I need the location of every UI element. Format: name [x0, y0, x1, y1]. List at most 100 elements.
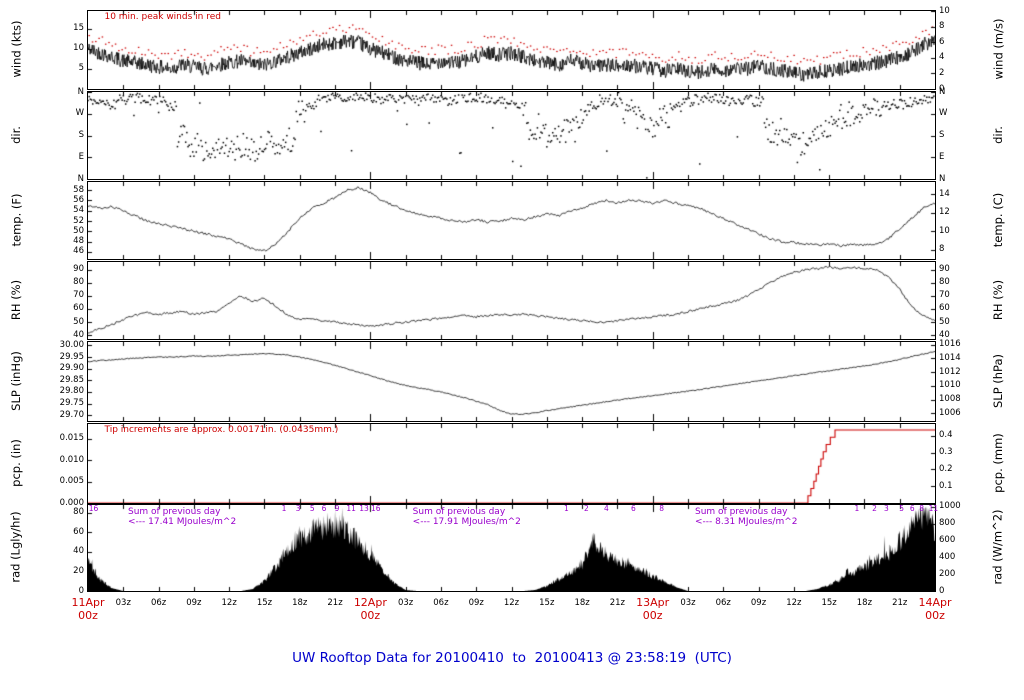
x-tick-label: 12z	[221, 598, 237, 608]
x-tick-label: 12z	[503, 598, 520, 608]
panel-rad	[87, 504, 936, 592]
slp-right-tick-label: 1014	[939, 352, 961, 363]
temp-right-axis-label-text: temp. (C)	[991, 192, 1005, 247]
wind-right-axis-label-text: wind (m/s)	[991, 18, 1006, 80]
x-day-label-hour: 00z	[360, 609, 381, 622]
rad-cumulative-count: 4	[603, 504, 609, 513]
rad-plot-canvas	[88, 505, 935, 591]
rad-cumulative-count: 5	[899, 504, 905, 513]
dir-right-axis-label-text: dir.	[991, 125, 1006, 144]
rad-right-tick-label: 1000	[939, 501, 961, 512]
wind-right-tick-label: 4	[939, 52, 945, 63]
pcp-left-tick-label: 0.005	[59, 476, 84, 487]
panel-dir	[87, 91, 936, 180]
x-tick-label: 03z	[680, 598, 696, 608]
dir-left-tick-label: W	[75, 108, 84, 119]
slp-right-tick-label: 1010	[939, 380, 961, 391]
wind-left-tick-label: 10	[73, 43, 84, 54]
dir-plot-canvas	[88, 92, 935, 179]
wind-right-tick-label: 6	[939, 36, 945, 47]
slp-right-tick-label: 1016	[939, 339, 961, 350]
wind-right-tick-label: 0	[939, 83, 945, 94]
temp-plot-canvas	[88, 182, 935, 259]
wind-annotation: 10 min. peak winds in red	[104, 12, 221, 22]
pcp-right-tick-label: 0.4	[939, 430, 953, 441]
wind-right-axis-label: wind (m/s)	[990, 10, 1006, 88]
temp-right-axis-label: temp. (C)	[990, 181, 1006, 258]
dir-left-tick-label: N	[77, 173, 84, 184]
rad-left-tick-label: 80	[73, 507, 84, 518]
temp-right-tick-label: 14	[939, 188, 950, 199]
dir-right-axis-label: dir.	[990, 91, 1006, 178]
rad-cumulative-count: 8	[919, 504, 925, 513]
rh-right-axis-label-text: RH (%)	[991, 279, 1006, 320]
x-tick-label: 21z	[327, 598, 343, 608]
rh-left-tick-label: 50	[73, 316, 84, 327]
wind-plot-canvas	[88, 11, 935, 89]
slp-left-tick-label: 29.95	[59, 351, 84, 362]
x-tick-label: 12z	[786, 598, 802, 608]
rad-sum-label: Sum of previous day	[127, 507, 221, 517]
rad-cumulative-count: 3	[883, 504, 889, 513]
rad-right-axis-label: rad (W/m^2)	[990, 504, 1006, 590]
rad-sum-label: Sum of previous day	[412, 507, 506, 517]
rad-cumulative-count: 13	[359, 504, 369, 513]
rad-cumulative-count: 9	[334, 504, 340, 513]
panel-slp	[87, 341, 936, 422]
x-day-label-date: 11Apr	[71, 596, 105, 609]
slp-right-axis-label-text: SLP (hPa)	[991, 353, 1005, 408]
rh-right-tick-label: 50	[939, 316, 950, 327]
wind-left-axis-label-text: wind (kts)	[9, 20, 24, 78]
x-tick-label: 18z	[292, 598, 308, 608]
rad-cumulative-count: 6	[631, 504, 636, 513]
rad-cumulative-count: 2	[583, 504, 589, 513]
x-tick-label: 06z	[715, 598, 731, 608]
wind-right-tick-label: 10	[939, 5, 950, 16]
rad-cumulative-count: 16	[88, 504, 99, 513]
slp-left-axis-label: SLP (inHg)	[8, 341, 24, 420]
rad-cumulative-count: 11	[928, 504, 939, 513]
rad-left-tick-label: 0	[78, 585, 84, 596]
wind-right-tick-label: 8	[939, 21, 945, 32]
rad-sum-value: <--- 8.31 MJoules/m^2	[695, 517, 798, 527]
rad-right-tick-label: 200	[939, 568, 956, 579]
pcp-left-tick-label: 0.015	[59, 433, 84, 444]
x-tick-label: 03z	[115, 598, 131, 608]
temp-right-tick-label: 8	[939, 244, 945, 255]
rh-right-tick-label: 80	[939, 277, 950, 288]
rad-cumulative-count: 1	[563, 504, 569, 513]
slp-right-tick-label: 1006	[939, 407, 961, 418]
temp-right-tick-label: 10	[939, 225, 950, 236]
pcp-right-axis-label-text: pcp. (mm)	[991, 432, 1005, 493]
panel-temp	[87, 181, 936, 260]
pcp-right-axis-label: pcp. (mm)	[990, 423, 1006, 502]
wind-left-tick-label: 15	[73, 23, 84, 34]
slp-plot-canvas	[88, 342, 935, 421]
x-day-label: 12Apr 00z	[347, 596, 393, 622]
dir-right-tick-label: S	[939, 130, 945, 140]
x-tick-label: 15z	[539, 598, 555, 608]
rad-sum-value: <--- 17.41 MJoules/m^2	[127, 517, 237, 527]
rad-right-tick-label: 800	[939, 518, 956, 529]
temp-right-tick-label: 12	[939, 207, 950, 218]
x-tick-label: 18z	[574, 598, 590, 608]
slp-right-tick-label: 1008	[939, 394, 961, 405]
x-tick-label: 03z	[397, 598, 414, 608]
rh-right-tick-label: 40	[939, 329, 950, 340]
x-tick-label: 09z	[186, 598, 202, 608]
rh-right-axis-label: RH (%)	[990, 261, 1006, 338]
x-tick-label: 06z	[150, 598, 167, 608]
rad-cumulative-count: 6	[909, 504, 915, 513]
slp-left-tick-label: 29.70	[59, 409, 84, 420]
slp-left-tick-label: 29.90	[59, 363, 84, 374]
dir-left-tick-label: N	[77, 86, 84, 97]
rh-left-axis-label-text: RH (%)	[9, 279, 24, 320]
x-tick-label: 09z	[468, 598, 484, 608]
rad-right-tick-label: 0	[939, 585, 945, 596]
temp-left-tick-label: 58	[73, 184, 84, 195]
temp-left-tick-label: 54	[73, 205, 84, 216]
temp-left-tick-label: 50	[73, 225, 84, 236]
pcp-plot-canvas	[88, 424, 935, 503]
pcp-right-tick-label: 0.2	[939, 463, 953, 474]
pcp-left-axis-label: pcp. (in)	[8, 423, 24, 502]
